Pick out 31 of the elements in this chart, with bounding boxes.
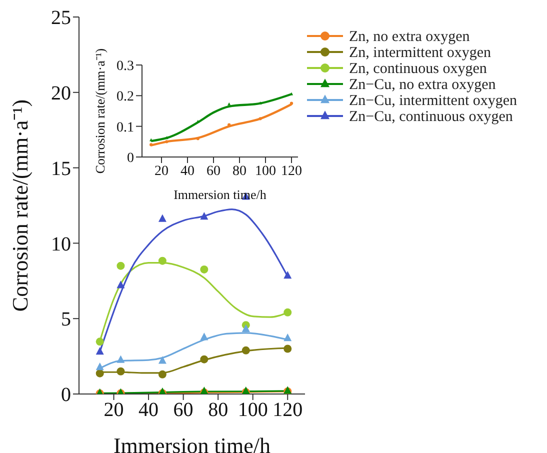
y-tick-label: 15	[51, 158, 71, 180]
y-tick-label: 0.2	[116, 90, 134, 105]
x-tick-label: 40	[180, 164, 194, 179]
legend-label: Zn−Cu, intermittent oxygen	[349, 93, 518, 109]
x-axis-title: Immersion time/h	[113, 433, 271, 453]
x-tick-label: 80	[208, 399, 228, 422]
x-tick-label: 120	[281, 164, 302, 179]
y-tick-label: 0.1	[116, 120, 134, 136]
legend-label: Zn−Cu, continuous oxygen	[349, 109, 514, 125]
x-tick-label: 100	[238, 399, 268, 422]
y-tick-label: 0	[127, 150, 134, 166]
y-tick-label: 5	[61, 308, 71, 331]
legend-label: Zn, continuous oxygen	[349, 61, 488, 77]
x-tick-label: 60	[206, 164, 220, 179]
x-tick-label: 80	[232, 164, 246, 179]
legend-label: Zn, intermittent oxygen	[349, 45, 492, 61]
y-axis-title: Corrosion rate/(mm·a⁻¹)	[92, 48, 108, 174]
y-tick-label: 25	[51, 7, 71, 30]
legend-label: Zn−Cu, no extra oxygen	[349, 77, 496, 93]
x-tick-label: 20	[154, 164, 168, 179]
y-tick-label: 10	[51, 233, 71, 256]
y-tick-label: 0.3	[116, 58, 134, 74]
x-tick-label: 60	[173, 399, 194, 422]
legend-label: Zn, no extra oxygen	[349, 29, 470, 45]
y-tick-label: 0	[61, 384, 71, 406]
x-tick-label: 100	[255, 164, 276, 179]
y-tick-label: 20	[51, 82, 71, 104]
x-tick-label: 40	[138, 399, 159, 422]
x-axis-title: Immersion time/h	[174, 187, 267, 202]
y-axis-title: Corrosion rate/(mm·a⁻¹)	[8, 99, 32, 312]
x-tick-label: 120	[272, 399, 303, 422]
